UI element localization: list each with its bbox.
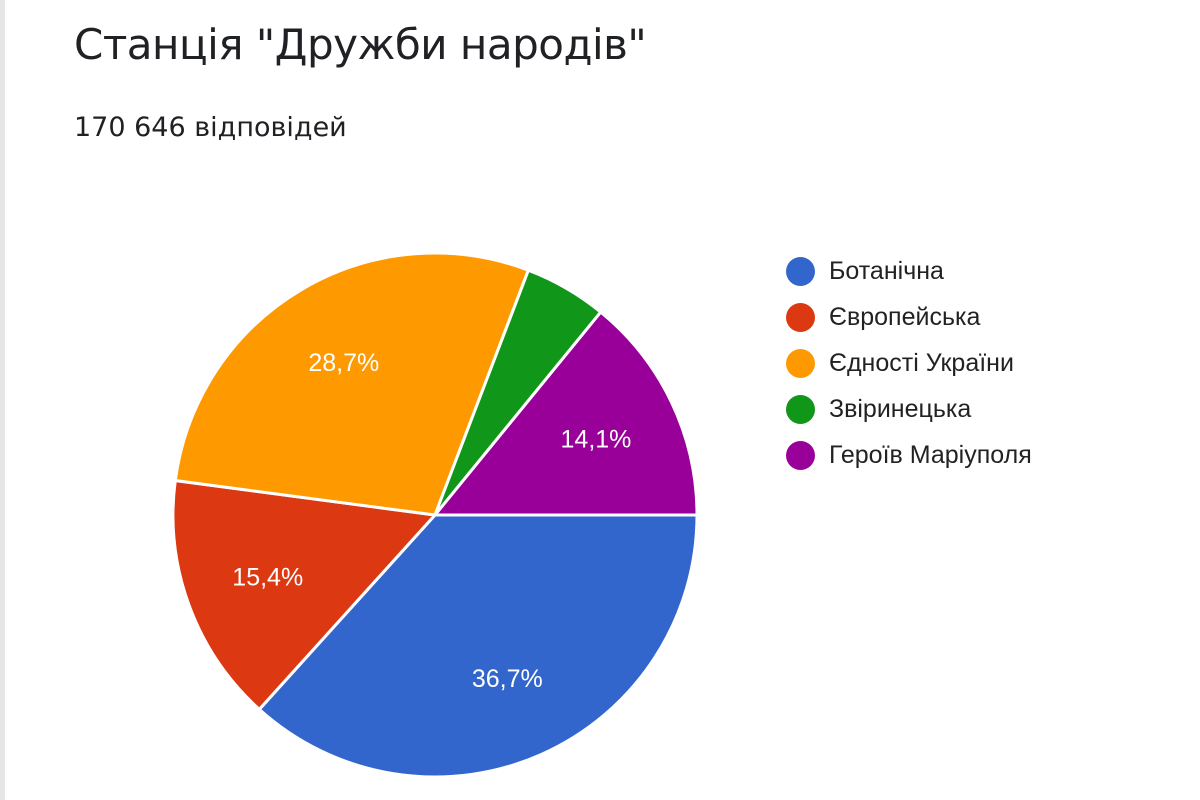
legend-item[interactable]: Європейська [786, 294, 1032, 340]
legend-label: Європейська [829, 302, 981, 331]
legend-label: Ботанічна [829, 256, 944, 285]
legend-dot-icon [786, 302, 815, 332]
legend-label: Героїв Маріуполя [829, 440, 1032, 469]
pie-slice[interactable] [431, 309, 699, 517]
slice-label: 28,7% [308, 349, 379, 377]
legend: Ботанічна Європейська Єдності України Зв… [786, 248, 1032, 478]
legend-dot-icon [786, 256, 815, 286]
left-border [0, 0, 5, 800]
legend-dot-icon [786, 394, 815, 424]
pie-labels: 36,7% 15,4% 28,7% 14,1% [232, 349, 631, 693]
legend-item[interactable]: Єдності України [786, 340, 1032, 386]
legend-item[interactable]: Героїв Маріуполя [786, 432, 1032, 478]
chart-title: Станція "Дружби народів" [74, 20, 647, 69]
legend-label: Звіринецька [829, 394, 972, 423]
slice-label: 14,1% [561, 426, 632, 454]
pie-slice[interactable] [173, 251, 531, 517]
legend-label: Єдності України [829, 348, 1014, 377]
slice-label: 36,7% [472, 665, 543, 693]
legend-dot-icon [786, 440, 815, 470]
legend-item[interactable]: Ботанічна [786, 248, 1032, 294]
legend-dot-icon [786, 348, 815, 378]
pie-slice[interactable] [257, 513, 699, 779]
pie-slices [171, 251, 699, 779]
legend-item[interactable]: Звіринецька [786, 386, 1032, 432]
pie-slice[interactable] [171, 478, 439, 712]
response-count: 170 646 відповідей [74, 112, 347, 143]
slice-label: 15,4% [232, 563, 303, 591]
